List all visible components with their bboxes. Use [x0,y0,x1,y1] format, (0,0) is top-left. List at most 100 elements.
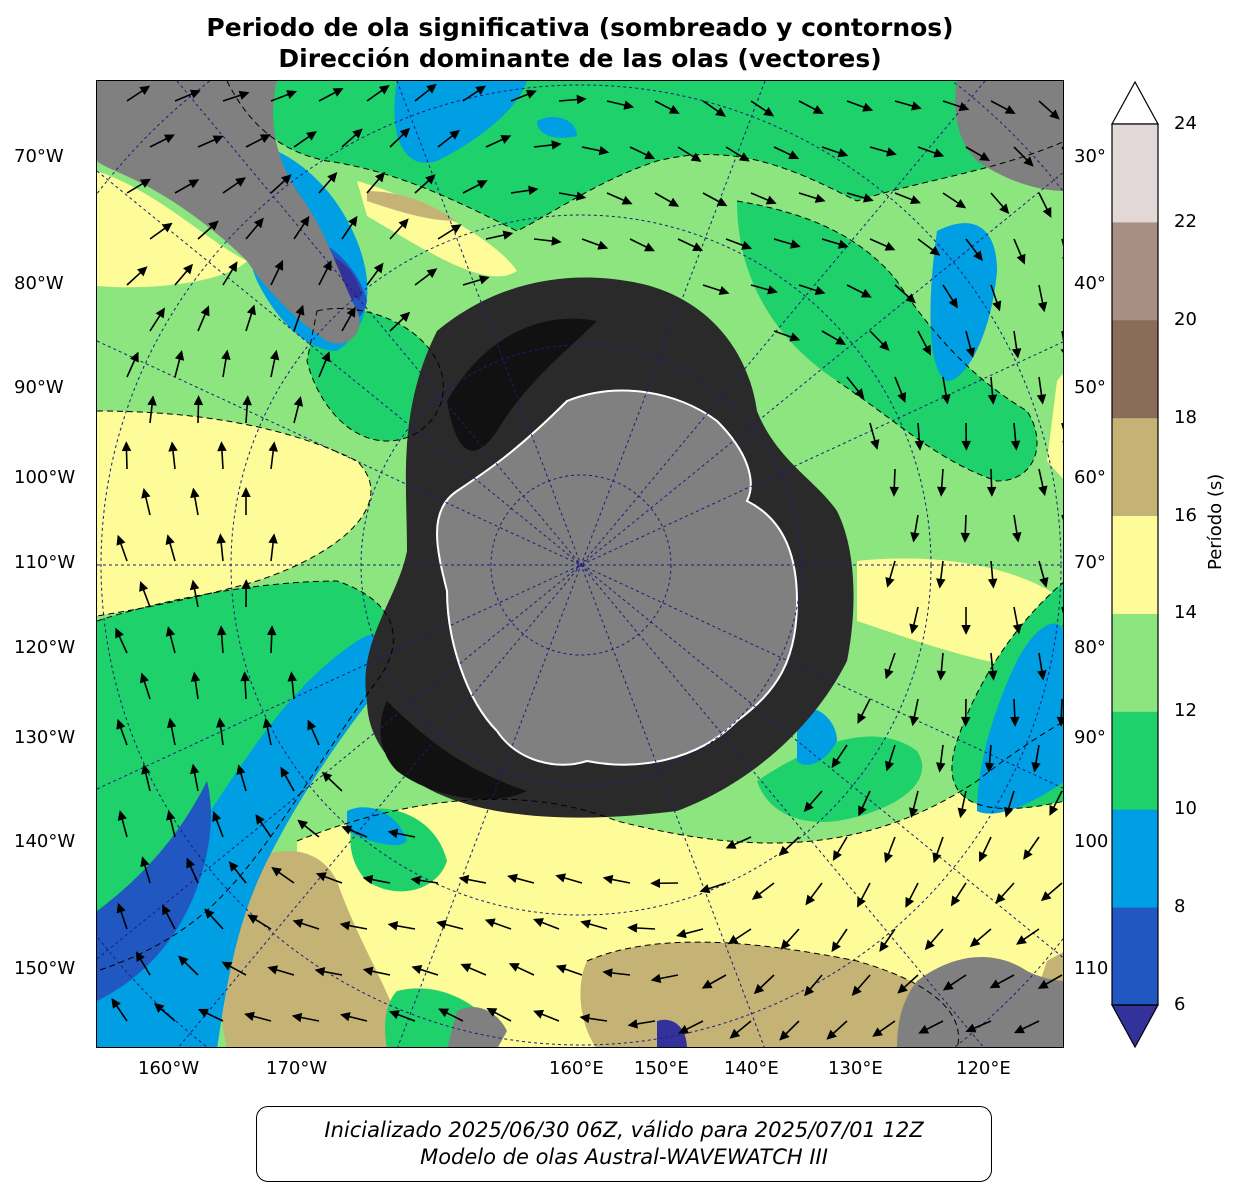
wave-vector-head [262,717,273,729]
wave-vector-head [699,884,711,894]
map-title: Periodo de ola significativa (sombreado … [206,13,954,42]
wave-vector-head [307,719,317,731]
colorbar-tick-label: 20 [1174,308,1197,330]
wave-vector-head [650,878,661,889]
wave-vector-head [597,240,609,250]
wave-vector-head [460,963,472,973]
wave-vector-head [767,285,778,295]
wave-vector-head [238,90,250,100]
wave-vector-head [147,395,157,406]
wave-vector-head [763,107,775,117]
wave-vector-head [121,441,132,452]
wave-vector-head [778,845,790,857]
left-axis-label-100w: 100°W [14,467,76,488]
colorbar-tick-label: 24 [1174,113,1197,134]
wave-vector-head [973,250,983,262]
wave-vector-head [508,963,520,972]
period-8-10-east-basin [930,223,997,381]
colorbar-band [1112,613,1158,712]
wave-vector-head [189,763,200,775]
wave-vector-head [627,1019,639,1029]
wave-vector-head [960,716,971,727]
wave-vector-head [373,262,384,274]
wave-vector-head [174,350,185,361]
wave-vector-head [854,388,865,399]
wave-vector-head [905,896,915,908]
wave-vector-head [241,579,251,590]
wave-vector-head [246,304,256,316]
antarctica-land [436,389,799,766]
wave-vector-head [533,1009,545,1019]
wave-vector-head [965,347,976,358]
wave-vector-head [1016,253,1026,265]
wave-vector-head [486,1007,498,1017]
wave-vector-head [715,107,726,117]
wave-vector-head [378,84,390,95]
wave-vector-head [1036,394,1047,405]
wave-vector-head [1037,979,1049,989]
right-axis-label-100: 100 [1074,831,1109,852]
wave-vector-head [738,152,750,162]
period-10-12-northeast [737,201,1037,481]
wave-vector-head [315,872,327,882]
wave-vector-head [598,146,610,156]
wave-vector-head [727,934,739,945]
wave-vector-head [1012,623,1023,635]
wave-vector-head [860,288,872,298]
wave-vector-head [247,914,259,924]
wave-vector-head [140,856,150,868]
wave-vector-head [872,1027,883,1037]
wave-vector-head [186,857,196,869]
colorbar-band [1112,319,1158,419]
wave-vector-head [621,195,633,205]
left-axis-label-110w: 110°W [14,552,76,573]
wave-vector-head [986,486,997,497]
colorbar-band [1112,809,1158,908]
wave-vector-head [1010,716,1020,727]
wave-vector-head [476,180,488,189]
colorbar [1110,80,1160,1049]
wave-vector-head [955,198,967,209]
wave-vector-head [332,87,344,97]
wave-vector-head [346,306,356,318]
wave-vector-head [989,979,1001,989]
right-axis-label-90: 90° [1074,727,1106,748]
wave-vector-head [271,866,283,877]
wave-vector-head [826,1029,837,1040]
wave-vector-head [253,217,264,229]
long-swell-south [580,942,959,1047]
wave-vector-head [831,757,841,769]
colorbar-tick-label: 8 [1174,896,1186,918]
colorbar-tick-label: 22 [1174,210,1197,232]
wave-vector-head [960,532,971,543]
wave-vector-head [961,440,971,451]
wave-vector-head [228,861,239,872]
wave-vector-head [178,955,189,966]
wave-vector-head [314,966,326,977]
wave-vector-head [905,293,916,304]
wave-vector-head [804,985,815,997]
wave-vector-head [436,919,447,930]
wave-vector-head [884,241,896,251]
wave-period-map [96,80,1064,1048]
wave-vector-head [1040,891,1052,902]
wave-vector-head [999,203,1010,215]
wave-vector-head [1010,440,1021,451]
map-canvas [97,81,1063,1047]
wave-vector-head [362,874,374,885]
wave-vector-head [165,534,175,545]
model-name: Modelo de olas Austral-WAVEWATCH III [420,1145,828,1169]
wave-vector-head [936,578,946,589]
wave-vector-head [870,439,880,450]
wave-vector-head [322,260,332,272]
wave-vector-head [851,985,862,996]
wave-vector-head [909,195,921,205]
wave-vector-head [922,344,931,356]
wave-vector-head [166,717,177,729]
wave-vector-head [1031,761,1041,773]
wave-vector-head [293,396,304,407]
wave-vector-head [1011,348,1022,359]
graticule [97,81,1063,1047]
wave-vector-head [1023,156,1034,167]
wave-vector-head [909,715,920,727]
